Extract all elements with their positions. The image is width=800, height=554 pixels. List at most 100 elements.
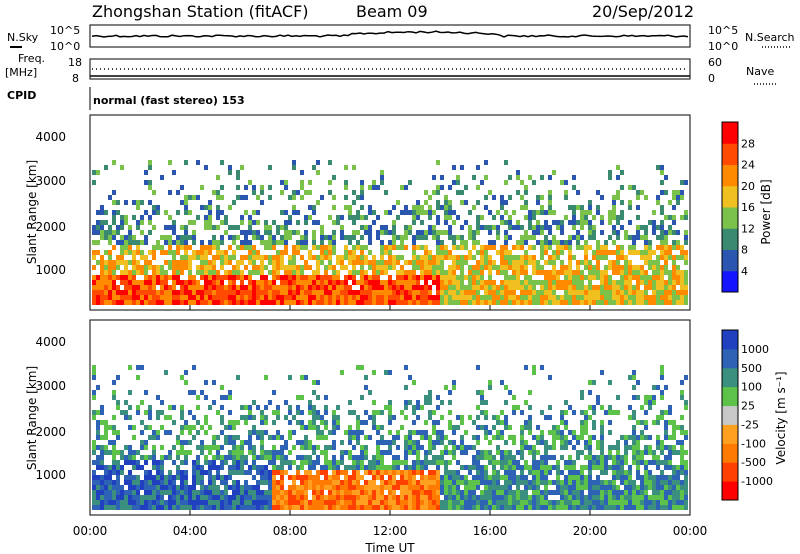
heatmap-cell [680, 455, 684, 460]
heatmap-cell [680, 195, 684, 200]
heatmap-cell [120, 245, 124, 250]
heatmap-cell [196, 490, 200, 495]
heatmap-cell [672, 435, 676, 440]
heatmap-cell [436, 435, 440, 440]
heatmap-cell [404, 290, 408, 295]
heatmap-cell [152, 250, 156, 255]
heatmap-cell [324, 285, 328, 290]
heatmap-cell [212, 190, 216, 195]
heatmap-cell [368, 300, 372, 305]
heatmap-cell [220, 210, 224, 215]
heatmap-cell [332, 285, 336, 290]
heatmap-cell [464, 505, 468, 510]
heatmap-cell [200, 205, 204, 210]
heatmap-cell [452, 275, 456, 280]
heatmap-cell [316, 160, 320, 165]
heatmap-cell [668, 490, 672, 495]
heatmap-cell [272, 505, 276, 510]
heatmap-cell [160, 470, 164, 475]
heatmap-cell [228, 505, 232, 510]
heatmap-cell [444, 500, 448, 505]
heatmap-cell [436, 220, 440, 225]
heatmap-cell [212, 400, 216, 405]
vel-ytick-3000: 3000 [35, 379, 66, 393]
heatmap-cell [500, 430, 504, 435]
heatmap-cell [324, 265, 328, 270]
heatmap-cell [240, 440, 244, 445]
heatmap-cell [196, 480, 200, 485]
heatmap-cell [464, 275, 468, 280]
heatmap-cell [312, 300, 316, 305]
heatmap-cell [640, 495, 644, 500]
heatmap-cell [528, 445, 532, 450]
heatmap-cell [168, 240, 172, 245]
heatmap-cell [96, 295, 100, 300]
heatmap-cell [432, 505, 436, 510]
heatmap-cell [448, 250, 452, 255]
heatmap-cell [360, 275, 364, 280]
heatmap-cell [400, 500, 404, 505]
heatmap-cell [136, 285, 140, 290]
heatmap-cell [148, 425, 152, 430]
heatmap-cell [252, 425, 256, 430]
heatmap-cell [244, 275, 248, 280]
heatmap-cell [488, 260, 492, 265]
heatmap-cell [588, 220, 592, 225]
heatmap-cell [472, 480, 476, 485]
heatmap-cell [136, 410, 140, 415]
heatmap-cell [616, 220, 620, 225]
heatmap-cell [220, 195, 224, 200]
heatmap-cell [420, 490, 424, 495]
heatmap-cell [480, 280, 484, 285]
heatmap-cell [344, 485, 348, 490]
heatmap-cell [572, 255, 576, 260]
heatmap-cell [632, 495, 636, 500]
heatmap-cell [220, 235, 224, 240]
heatmap-cell [324, 290, 328, 295]
heatmap-cell [600, 425, 604, 430]
heatmap-cell [272, 245, 276, 250]
heatmap-cell [340, 455, 344, 460]
heatmap-cell [616, 290, 620, 295]
heatmap-cell [128, 280, 132, 285]
heatmap-cell [308, 470, 312, 475]
colorbar-tick: -1000 [741, 475, 773, 488]
heatmap-cell [452, 285, 456, 290]
heatmap-cell [316, 480, 320, 485]
heatmap-cell [580, 465, 584, 470]
heatmap-cell [592, 295, 596, 300]
heatmap-cell [448, 475, 452, 480]
heatmap-cell [268, 270, 272, 275]
heatmap-cell [128, 260, 132, 265]
heatmap-cell [92, 255, 96, 260]
heatmap-cell [644, 290, 648, 295]
heatmap-cell [308, 205, 312, 210]
heatmap-cell [584, 465, 588, 470]
heatmap-cell [316, 415, 320, 420]
heatmap-cell [208, 500, 212, 505]
heatmap-cell [364, 245, 368, 250]
heatmap-cell [456, 495, 460, 500]
heatmap-cell [620, 245, 624, 250]
heatmap-cell [580, 280, 584, 285]
heatmap-cell [348, 430, 352, 435]
heatmap-cell [352, 480, 356, 485]
heatmap-cell [660, 275, 664, 280]
heatmap-cell [376, 450, 380, 455]
heatmap-cell [608, 455, 612, 460]
heatmap-cell [668, 245, 672, 250]
freq-panel: Freq. [MHz] 18 8 60 0 Nave [5, 52, 776, 85]
heatmap-cell [340, 280, 344, 285]
colorbar-swatch [722, 330, 738, 350]
heatmap-cell [444, 200, 448, 205]
heatmap-cell [156, 495, 160, 500]
heatmap-cell [464, 430, 468, 435]
heatmap-cell [112, 415, 116, 420]
heatmap-cell [112, 270, 116, 275]
heatmap-cell [660, 285, 664, 290]
heatmap-cell [424, 255, 428, 260]
heatmap-cell [224, 295, 228, 300]
heatmap-cell [568, 405, 572, 410]
heatmap-cell [192, 240, 196, 245]
heatmap-cell [680, 180, 684, 185]
